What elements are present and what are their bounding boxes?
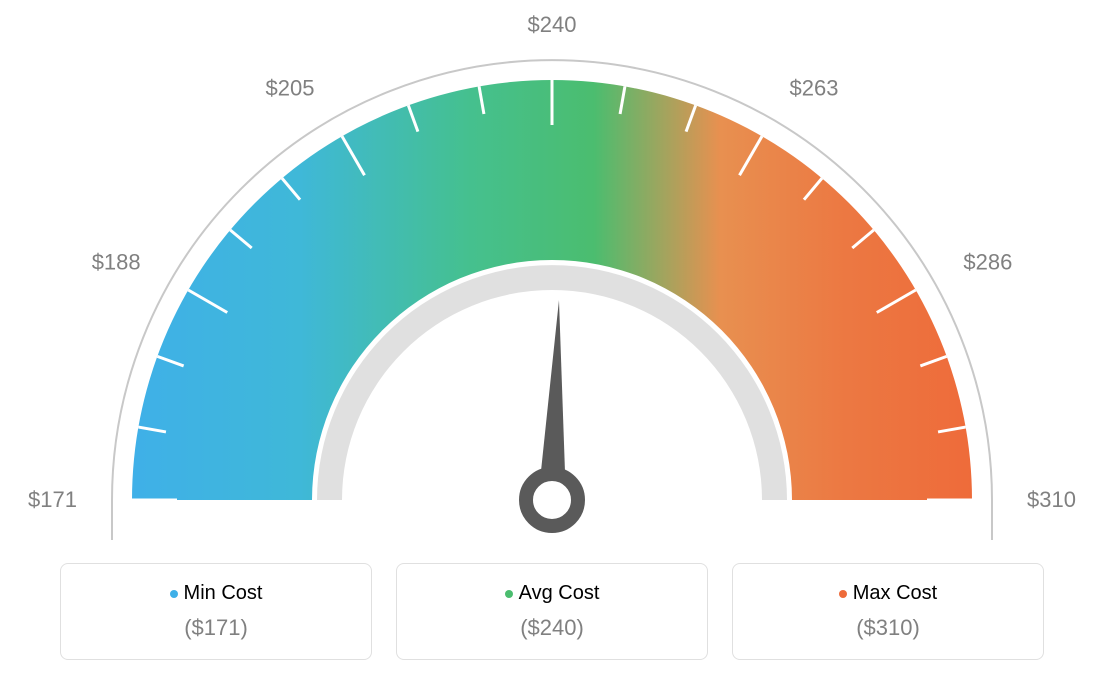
legend-min-value: ($171): [61, 615, 371, 641]
legend-row: Min Cost ($171) Avg Cost ($240) Max Cost…: [0, 563, 1104, 660]
gauge-tick-label: $188: [92, 250, 141, 275]
gauge-tick-label: $205: [266, 76, 315, 101]
gauge-svg: $171 $188 $205 $240 $263 $286 $310: [0, 0, 1104, 560]
dot-icon: [839, 590, 847, 598]
gauge-hub: [526, 474, 578, 526]
legend-avg-label: Avg Cost: [519, 582, 600, 604]
legend-max-label: Max Cost: [853, 582, 937, 604]
dot-icon: [170, 590, 178, 598]
cost-gauge-chart: $171 $188 $205 $240 $263 $286 $310 Min Cost ($…: [0, 0, 1104, 690]
legend-max-title: Max Cost: [733, 582, 1043, 605]
legend-avg-title: Avg Cost: [397, 582, 707, 605]
legend-min-label: Min Cost: [184, 582, 263, 604]
gauge-tick-label: $240: [528, 12, 577, 37]
legend-min-title: Min Cost: [61, 582, 371, 605]
gauge-tick-label: $310: [1027, 487, 1076, 512]
legend-avg-value: ($240): [397, 615, 707, 641]
legend-max: Max Cost ($310): [732, 563, 1044, 660]
legend-max-value: ($310): [733, 615, 1043, 641]
gauge-tick-label: $263: [790, 76, 839, 101]
dot-icon: [505, 590, 513, 598]
gauge-tick-label: $171: [28, 487, 77, 512]
legend-avg: Avg Cost ($240): [396, 563, 708, 660]
legend-min: Min Cost ($171): [60, 563, 372, 660]
gauge-tick-label: $286: [963, 250, 1012, 275]
